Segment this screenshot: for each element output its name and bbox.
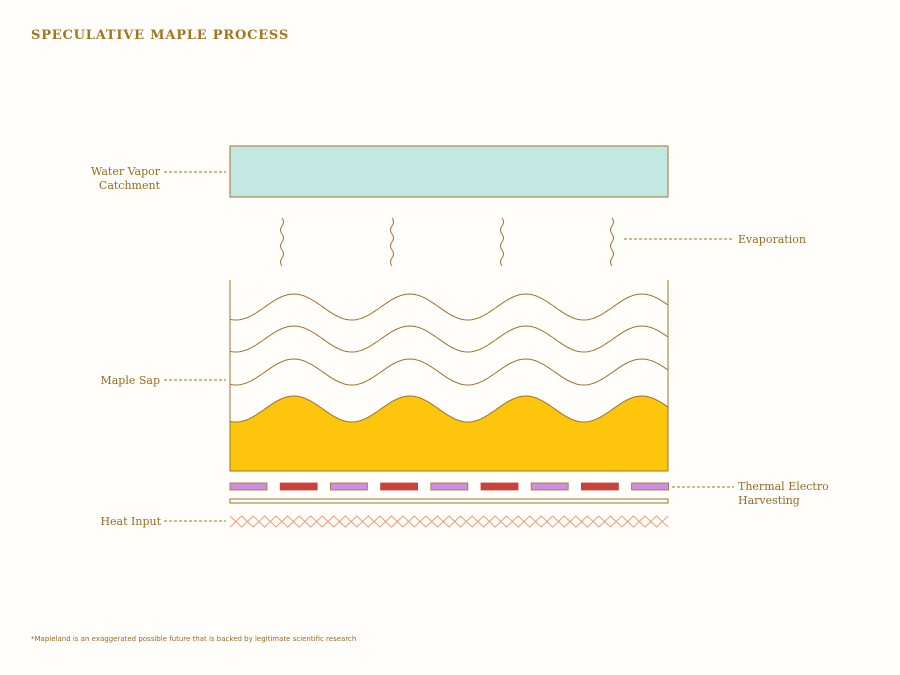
label-thermal-electro-harvesting: Thermal Electro Harvesting	[738, 480, 829, 508]
evaporation-squiggle-1	[280, 217, 284, 267]
thermal-block-3	[329, 482, 368, 491]
label-thermal-line1: Thermal Electro	[738, 480, 829, 493]
thermal-block-1	[229, 482, 268, 491]
sap-wave-line-3	[229, 358, 669, 386]
label-thermal-line2: Harvesting	[738, 494, 800, 507]
heat-zigzag-a	[229, 515, 669, 528]
sap-fill	[229, 395, 669, 472]
thermal-block-5	[430, 482, 469, 491]
evaporation-squiggle-2	[390, 217, 394, 267]
label-water-vapor-line1: Water Vapor	[90, 165, 160, 178]
sap-wave-line-1	[229, 293, 669, 321]
heat-zigzag-b	[229, 515, 669, 528]
page-title: SPECULATIVE MAPLE PROCESS	[31, 28, 290, 43]
evaporation-squiggle-3	[500, 217, 504, 267]
label-water-vapor-catchment: Water Vapor Catchment	[60, 165, 160, 193]
label-water-vapor-line2: Catchment	[98, 179, 160, 192]
thermal-block-4	[380, 482, 419, 491]
heat-plate	[229, 498, 669, 504]
thermal-block-9	[631, 482, 669, 491]
water-vapor-catchment	[229, 145, 669, 198]
thermal-block-8	[581, 482, 619, 491]
label-evaporation: Evaporation	[738, 233, 806, 246]
sap-wave-line-2	[229, 325, 669, 353]
thermal-block-2	[279, 482, 318, 491]
thermal-block-7	[530, 482, 569, 491]
label-heat-input: Heat Input	[100, 515, 161, 528]
thermal-block-6	[480, 482, 519, 491]
label-maple-sap: Maple Sap	[100, 374, 160, 387]
footnote: *Mapleland is an exaggerated possible fu…	[31, 635, 357, 643]
evaporation-squiggle-4	[610, 217, 614, 267]
